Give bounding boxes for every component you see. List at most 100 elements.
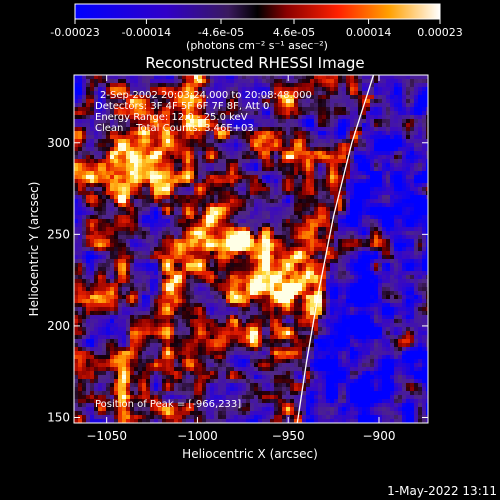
heatmap-cell (226, 191, 230, 195)
heatmap-cell (270, 147, 274, 151)
heatmap-cell (242, 99, 246, 103)
heatmap-cell (406, 247, 410, 251)
heatmap-cell (382, 147, 386, 151)
heatmap-cell (318, 271, 322, 275)
heatmap-cell (362, 99, 366, 103)
heatmap-cell (370, 199, 374, 203)
heatmap-cell (94, 255, 98, 259)
heatmap-cell (410, 107, 414, 111)
heatmap-cell (90, 83, 94, 87)
heatmap-cell (126, 235, 130, 239)
heatmap-cell (270, 167, 274, 171)
heatmap-cell (102, 231, 106, 235)
heatmap-cell (294, 143, 298, 147)
heatmap-cell (258, 87, 262, 91)
heatmap-cell (294, 279, 298, 283)
heatmap-cell (210, 171, 214, 175)
heatmap-cell (210, 215, 214, 219)
heatmap-cell (426, 183, 428, 187)
heatmap-cell (334, 263, 338, 267)
heatmap-cell (122, 115, 126, 119)
heatmap-cell (198, 243, 202, 247)
heatmap-cell (218, 203, 222, 207)
heatmap-cell (298, 283, 302, 287)
heatmap-cell (214, 131, 218, 135)
heatmap-cell (334, 291, 338, 295)
heatmap-cell (246, 179, 250, 183)
heatmap-cell (318, 187, 322, 191)
heatmap-cell (334, 103, 338, 107)
heatmap-cell (278, 183, 282, 187)
heatmap-cell (162, 143, 166, 147)
heatmap-cell (90, 75, 94, 79)
heatmap-cell (174, 115, 178, 119)
heatmap-cell (142, 99, 146, 103)
heatmap-cell (98, 279, 102, 283)
heatmap-cell (306, 179, 310, 183)
heatmap-cell (202, 107, 206, 111)
heatmap-cell (310, 267, 314, 271)
heatmap-cell (350, 199, 354, 203)
heatmap-cell (74, 223, 78, 227)
heatmap-cell (170, 295, 174, 299)
heatmap-cell (362, 239, 366, 243)
heatmap-cell (186, 267, 190, 271)
heatmap-cell (370, 147, 374, 151)
heatmap-cell (190, 223, 194, 227)
heatmap-cell (150, 107, 154, 111)
heatmap-cell (102, 91, 106, 95)
heatmap-cell (86, 207, 90, 211)
heatmap-cell (178, 83, 182, 87)
heatmap-cell (346, 91, 350, 95)
heatmap-cell (290, 107, 294, 111)
heatmap-cell (102, 239, 106, 243)
heatmap-cell (294, 99, 298, 103)
heatmap-cell (350, 75, 354, 79)
heatmap-cell (326, 215, 330, 219)
heatmap-cell (374, 263, 378, 267)
heatmap-cell (362, 275, 366, 279)
heatmap-cell (202, 251, 206, 255)
heatmap-cell (350, 195, 354, 199)
heatmap-cell (202, 175, 206, 179)
heatmap-cell (86, 251, 90, 255)
heatmap-cell (82, 87, 86, 91)
heatmap-cell (282, 291, 286, 295)
heatmap-cell (230, 243, 234, 247)
heatmap-cell (274, 143, 278, 147)
heatmap-cell (182, 131, 186, 135)
heatmap-cell (282, 159, 286, 163)
heatmap-cell (186, 215, 190, 219)
heatmap-cell (254, 147, 258, 151)
heatmap-cell (382, 251, 386, 255)
heatmap-cell (122, 223, 126, 227)
heatmap-cell (118, 191, 122, 195)
heatmap-cell (166, 139, 170, 143)
heatmap-cell (398, 139, 402, 143)
heatmap-cell (342, 83, 346, 87)
heatmap-cell (274, 119, 278, 123)
heatmap-cell (250, 239, 254, 243)
heatmap-cell (142, 207, 146, 211)
heatmap-cell (258, 259, 262, 263)
heatmap-cell (218, 191, 222, 195)
heatmap-cell (370, 155, 374, 159)
heatmap-cell (162, 259, 166, 263)
heatmap-cell (330, 147, 334, 151)
heatmap-cell (286, 159, 290, 163)
heatmap-cell (278, 159, 282, 163)
heatmap-cell (354, 279, 358, 283)
heatmap-cell (266, 119, 270, 123)
heatmap-cell (426, 127, 428, 131)
heatmap-cell (286, 247, 290, 251)
heatmap-cell (102, 83, 106, 87)
heatmap-cell (334, 111, 338, 115)
heatmap-cell (114, 195, 118, 199)
heatmap-cell (394, 203, 398, 207)
heatmap-cell (362, 179, 366, 183)
heatmap-cell (250, 147, 254, 151)
heatmap-cell (334, 195, 338, 199)
heatmap-cell (270, 191, 274, 195)
heatmap-cell (318, 203, 322, 207)
heatmap-cell (290, 271, 294, 275)
